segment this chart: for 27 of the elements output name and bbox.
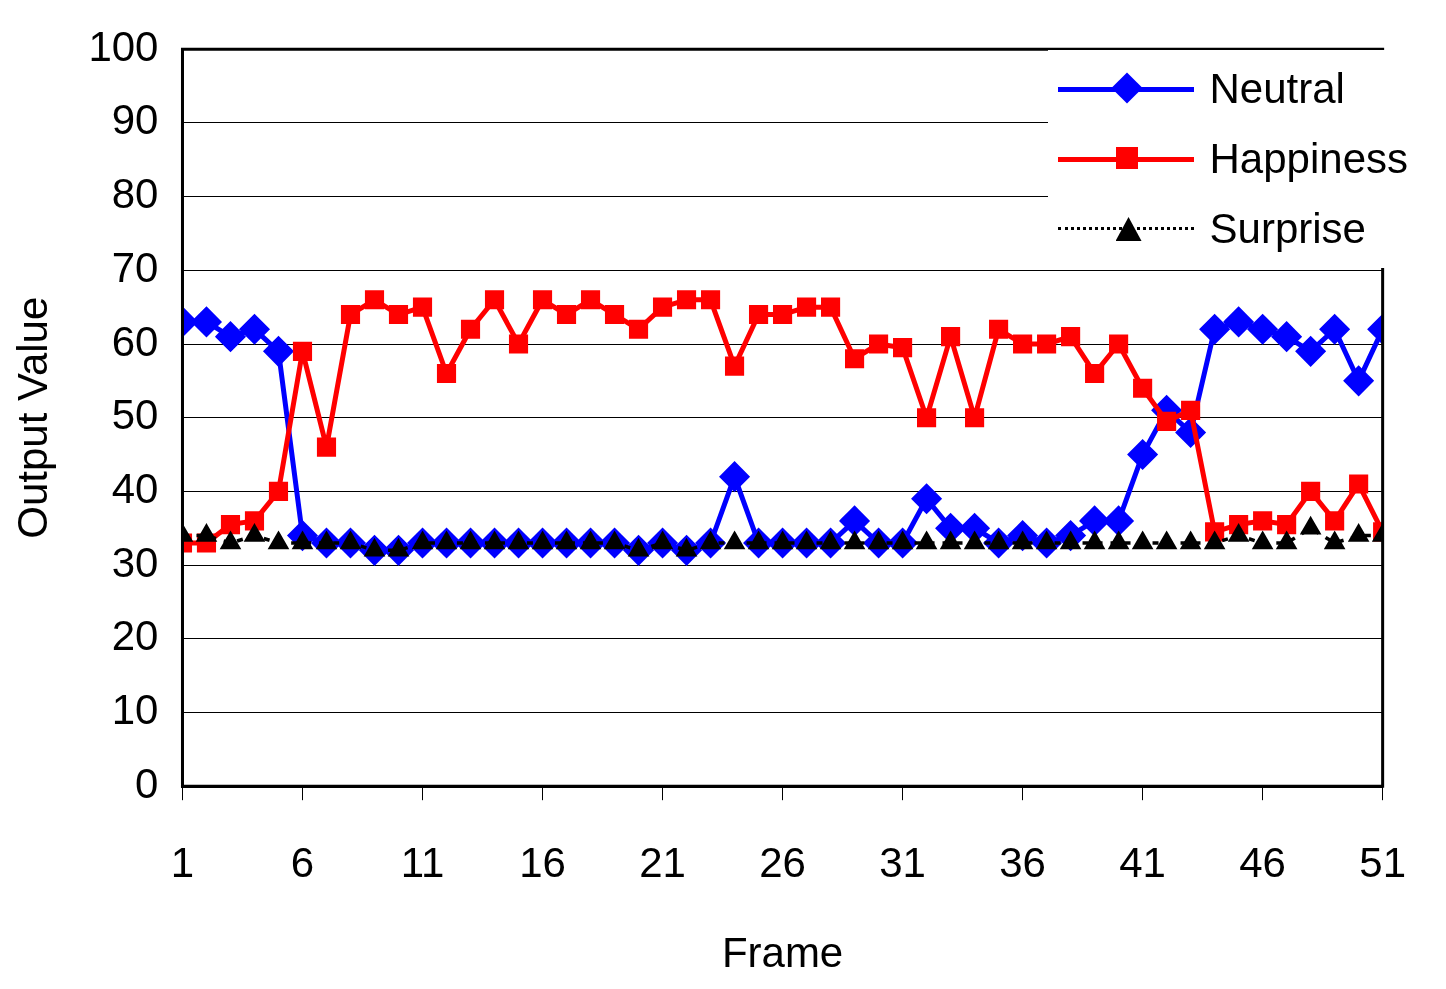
y-tick-label: 30 <box>111 538 159 586</box>
x-tick-label: 11 <box>400 838 445 886</box>
x-tick-label: 26 <box>759 838 806 886</box>
y-tick-label: 100 <box>88 22 159 70</box>
x-tick-label: 6 <box>290 838 315 886</box>
y-axis-title: Output Value <box>8 296 56 539</box>
legend-label: Happiness <box>1209 134 1408 184</box>
x-tick-label: 1 <box>170 838 195 886</box>
y-tick-label: 50 <box>111 391 159 439</box>
y-tick-label: 80 <box>111 170 159 218</box>
x-axis-title: Frame <box>721 929 844 977</box>
x-tick-label: 36 <box>999 838 1046 886</box>
legend-label: Neutral <box>1209 64 1345 114</box>
legend-label: Surprise <box>1209 204 1366 254</box>
x-tick-label: 21 <box>639 838 686 886</box>
x-tick-label: 51 <box>1359 838 1406 886</box>
y-tick-label: 70 <box>111 243 159 291</box>
y-tick-label: 60 <box>111 317 159 365</box>
x-tick-label: 41 <box>1119 838 1166 886</box>
x-tick-label: 16 <box>519 838 566 886</box>
y-tick-label: 0 <box>135 759 159 807</box>
y-tick-label: 10 <box>111 686 159 734</box>
y-tick-label: 90 <box>111 96 159 144</box>
y-tick-label: 40 <box>111 464 159 512</box>
y-tick-label: 20 <box>111 612 159 660</box>
x-tick-label: 31 <box>879 838 926 886</box>
x-tick-label: 46 <box>1239 838 1286 886</box>
